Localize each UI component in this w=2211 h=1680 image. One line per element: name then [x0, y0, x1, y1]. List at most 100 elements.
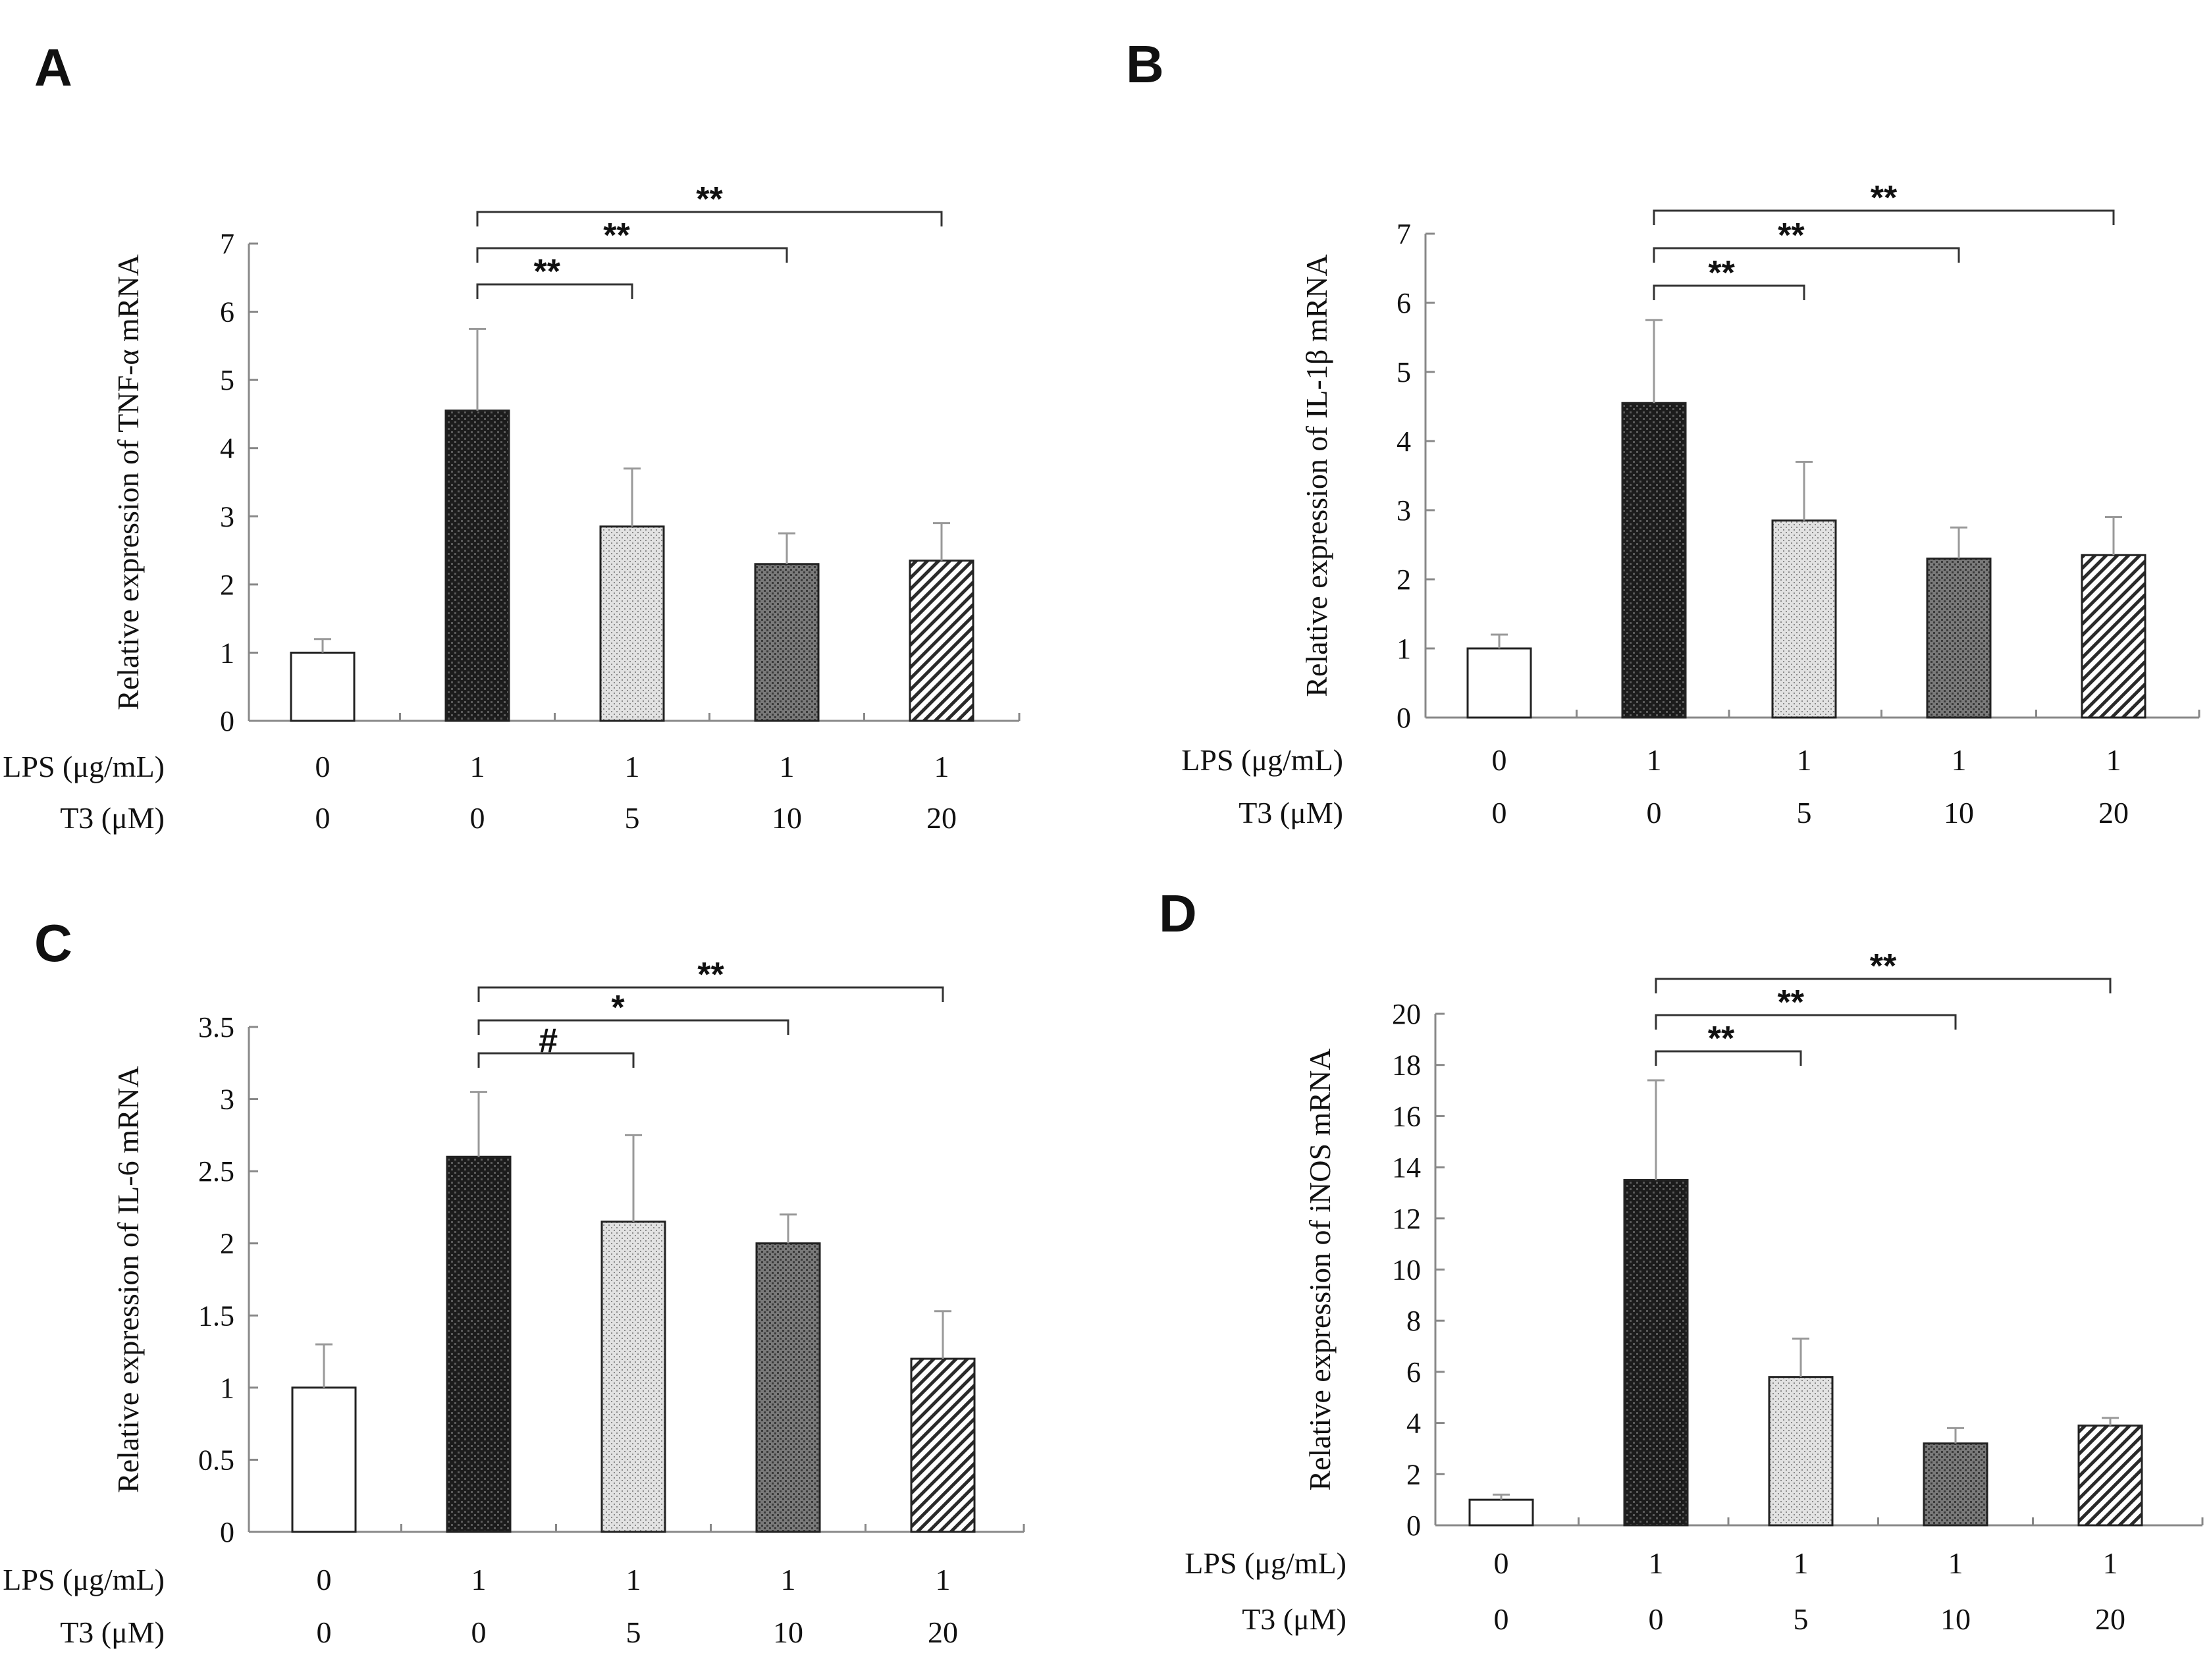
lps-value-d-3: 1 — [1948, 1546, 1963, 1580]
t3-value-b-4: 20 — [2098, 796, 2129, 829]
lps-value-b-3: 1 — [1952, 743, 1967, 777]
lps-row-label-d: LPS (μg/mL) — [1185, 1546, 1346, 1580]
t3-value-b-0: 0 — [1492, 796, 1507, 829]
panel-c: 0 0.5 1 1.5 2 2.5 3 3.5 Relative expression of I… — [3, 956, 1025, 1649]
lps-value-c-0: 0 — [317, 1563, 332, 1596]
bar-a-3 — [754, 563, 820, 722]
t3-value-a-0: 0 — [315, 801, 331, 835]
t3-value-d-0: 0 — [1494, 1602, 1509, 1636]
panel-letter-d: D — [1159, 884, 1197, 943]
y-tick-label-c: 1 — [220, 1372, 234, 1404]
y-tick-label-b: 5 — [1397, 356, 1411, 388]
lps-value-a-3: 1 — [780, 750, 795, 783]
lps-row-label-a: LPS (μg/mL) — [3, 750, 165, 783]
lps-value-c-3: 1 — [781, 1563, 796, 1596]
significance-bracket-b-0 — [1653, 284, 1805, 300]
y-axis-label-a: Relative expression of TNF-α mRNA — [111, 254, 145, 710]
bar-b-2 — [1771, 519, 1837, 719]
significance-bracket-c-2 — [477, 986, 944, 1002]
t3-row-label-d: T3 (μM) — [1242, 1602, 1346, 1636]
y-tick-label-b: 0 — [1397, 702, 1411, 734]
t3-value-b-3: 10 — [1944, 796, 1974, 829]
panel-letter-b: B — [1126, 35, 1164, 93]
bar-b-4 — [2081, 554, 2146, 719]
significance-label-b-1: ** — [1778, 217, 1805, 255]
y-tick-label-b: 3 — [1397, 494, 1411, 527]
lps-row-label-b: LPS (μg/mL) — [1181, 743, 1343, 777]
t3-value-c-3: 10 — [773, 1615, 803, 1649]
lps-value-c-4: 1 — [936, 1563, 951, 1596]
bar-c-4 — [910, 1357, 976, 1533]
y-tick-label-d: 18 — [1392, 1049, 1421, 1082]
lps-value-b-4: 1 — [2106, 743, 2121, 777]
bar-d-3 — [1923, 1442, 1988, 1527]
significance-bracket-a-2 — [476, 211, 943, 226]
lps-value-a-2: 1 — [625, 750, 640, 783]
y-tick-label-b: 7 — [1397, 218, 1411, 250]
bar-d-0 — [1468, 1498, 1534, 1527]
y-tick-label-a: 2 — [220, 569, 234, 601]
bar-a-4 — [909, 560, 974, 722]
significance-bracket-d-1 — [1655, 1014, 1957, 1030]
significance-label-d-2: ** — [1870, 947, 1897, 985]
significance-bracket-a-0 — [476, 283, 633, 299]
significance-bracket-b-2 — [1653, 209, 2115, 225]
panel-a: 0 1 2 3 4 5 6 7 Relative expression of TNF-α mRN… — [3, 180, 1021, 835]
y-tick-label-c: 2 — [220, 1228, 234, 1260]
y-tick-label-a: 1 — [220, 637, 234, 669]
lps-value-d-2: 1 — [1794, 1546, 1809, 1580]
y-tick-label-c: 3.5 — [198, 1011, 234, 1043]
y-tick-label-b: 1 — [1397, 633, 1411, 665]
y-tick-label-b: 4 — [1397, 425, 1411, 458]
bar-c-2 — [600, 1221, 666, 1533]
significance-bracket-d-2 — [1655, 978, 2112, 993]
bar-c-3 — [755, 1242, 821, 1533]
y-tick-label-c: 0 — [220, 1516, 234, 1548]
y-tick-label-a: 0 — [220, 705, 234, 737]
panel-letter-c: C — [34, 914, 72, 972]
bar-b-3 — [1926, 558, 1992, 719]
lps-value-b-1: 1 — [1647, 743, 1662, 777]
y-tick-label-d: 20 — [1392, 998, 1421, 1030]
bar-a-1 — [444, 409, 510, 722]
y-tick-label-d: 4 — [1406, 1407, 1421, 1440]
panel-letter-a: A — [34, 38, 72, 97]
y-tick-label-d: 8 — [1406, 1305, 1421, 1337]
significance-bracket-d-0 — [1655, 1050, 1802, 1066]
y-tick-label-d: 16 — [1392, 1100, 1421, 1132]
bar-b-0 — [1466, 647, 1532, 719]
significance-bracket-b-1 — [1653, 247, 1960, 263]
y-tick-label-c: 3 — [220, 1084, 234, 1116]
y-tick-label-b: 6 — [1397, 287, 1411, 319]
y-tick-label-d: 10 — [1392, 1254, 1421, 1286]
significance-label-c-2: ** — [697, 956, 724, 994]
lps-value-b-2: 1 — [1797, 743, 1812, 777]
significance-label-a-0: ** — [534, 253, 561, 291]
lps-value-d-4: 1 — [2103, 1546, 2118, 1580]
bar-d-4 — [2077, 1424, 2143, 1527]
bar-a-2 — [599, 525, 665, 722]
lps-value-d-0: 0 — [1494, 1546, 1509, 1580]
t3-row-label-b: T3 (μM) — [1239, 796, 1343, 829]
t3-value-b-2: 5 — [1797, 796, 1812, 829]
y-tick-label-a: 3 — [220, 500, 234, 533]
significance-bracket-c-1 — [477, 1019, 789, 1035]
significance-bracket-c-0 — [477, 1052, 635, 1068]
significance-label-d-1: ** — [1778, 984, 1805, 1022]
bar-c-0 — [291, 1386, 357, 1533]
y-tick-label-a: 6 — [220, 296, 234, 328]
y-tick-label-a: 5 — [220, 364, 234, 396]
lps-row-label-c: LPS (μg/mL) — [3, 1563, 165, 1596]
significance-bracket-a-1 — [476, 247, 788, 263]
t3-value-d-4: 20 — [2095, 1602, 2125, 1636]
significance-label-c-0: # — [539, 1022, 558, 1060]
t3-value-d-1: 0 — [1649, 1602, 1664, 1636]
lps-value-a-4: 1 — [934, 750, 949, 783]
panel-b: 0 1 2 3 4 5 6 7 Relative expression of IL-1β mRN… — [1181, 179, 2200, 829]
significance-label-b-2: ** — [1871, 179, 1898, 217]
y-axis-label-c: Relative expression of IL-6 mRNA — [111, 1066, 145, 1493]
bar-d-2 — [1768, 1376, 1834, 1527]
y-tick-label-d: 14 — [1392, 1151, 1421, 1184]
t3-row-label-c: T3 (μM) — [60, 1615, 165, 1649]
